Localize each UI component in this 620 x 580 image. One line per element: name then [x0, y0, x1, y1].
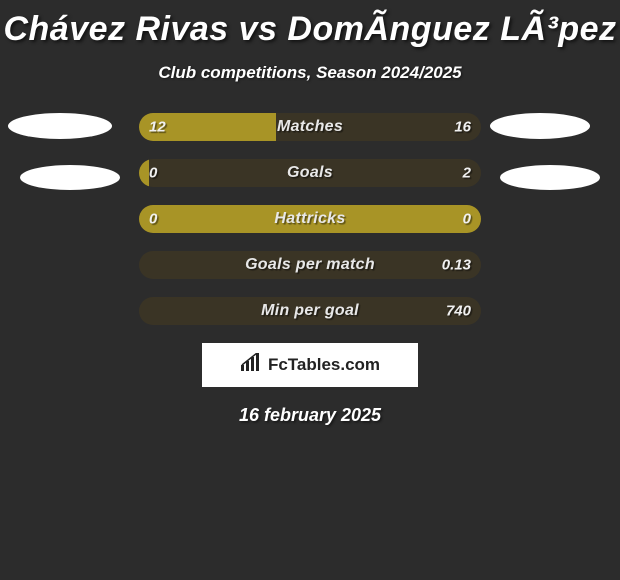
- player-ellipse-3: [500, 165, 600, 190]
- page-subtitle: Club competitions, Season 2024/2025: [0, 63, 620, 83]
- stat-row: Goals0 2: [139, 159, 481, 187]
- player-ellipse-0: [8, 113, 112, 139]
- stat-row: Hattricks0 0: [139, 205, 481, 233]
- stat-value-right: 2: [463, 165, 471, 182]
- branding-box: FcTables.com: [202, 343, 418, 387]
- stat-bars: Matches1216Goals02Hattricks00Goals per m…: [139, 113, 481, 325]
- chart-icon: [240, 353, 262, 378]
- stat-value-right: 740: [446, 303, 471, 320]
- player-ellipse-2: [20, 165, 120, 190]
- stat-row: Goals per match0.13: [139, 251, 481, 279]
- stats-area: Matches1216Goals02Hattricks00Goals per m…: [0, 113, 620, 325]
- stat-row: Matches12 16: [139, 113, 481, 141]
- stat-value-left: 0: [149, 165, 157, 182]
- page-title: Chávez Rivas vs DomÃ­nguez LÃ³pez: [0, 0, 620, 49]
- stat-label: Goals per match: [139, 256, 481, 274]
- stat-value-right: 0: [463, 211, 471, 228]
- stat-value-right: 16: [454, 119, 471, 136]
- stat-value-left: 0: [149, 211, 157, 228]
- stat-value-left: 12: [149, 119, 166, 136]
- stat-label: Matches: [139, 118, 481, 136]
- player-ellipse-1: [490, 113, 590, 139]
- stat-value-right: 0.13: [442, 257, 471, 274]
- date-text: 16 february 2025: [0, 405, 620, 426]
- brand-text: FcTables.com: [268, 355, 380, 375]
- comparison-infographic: Chávez Rivas vs DomÃ­nguez LÃ³pez Club c…: [0, 0, 620, 580]
- stat-label: Goals: [139, 164, 481, 182]
- stat-label: Hattricks: [139, 210, 481, 228]
- stat-label: Min per goal: [139, 302, 481, 320]
- stat-row: Min per goal740: [139, 297, 481, 325]
